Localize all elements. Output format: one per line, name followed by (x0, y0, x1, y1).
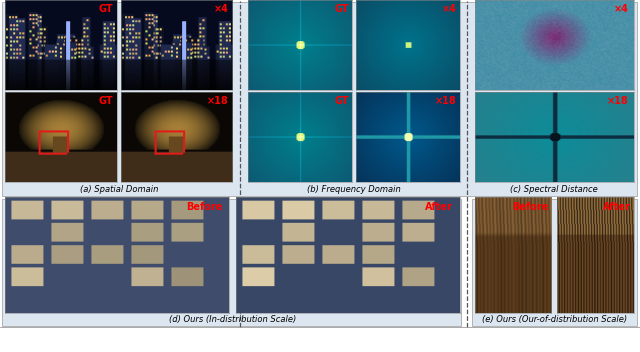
Text: (a) Spatial Domain: (a) Spatial Domain (79, 185, 158, 194)
Bar (472, 199, 637, 326)
Text: Before: Before (186, 202, 223, 212)
Text: (b) Frequency Domain: (b) Frequency Domain (307, 185, 401, 194)
Text: Before: Before (513, 202, 548, 212)
Text: ×4: ×4 (614, 4, 629, 14)
Text: (e) Ours (Our-of-distribution Scale): (e) Ours (Our-of-distribution Scale) (482, 315, 627, 325)
Text: (c) Spectral Distance: (c) Spectral Distance (510, 185, 598, 194)
Bar (2, 199, 461, 326)
Text: ×4: ×4 (214, 4, 229, 14)
Text: GT: GT (334, 4, 349, 14)
Text: GT: GT (334, 96, 349, 106)
Text: After: After (425, 202, 453, 212)
Text: ×18: ×18 (607, 96, 629, 106)
Text: After: After (604, 202, 631, 212)
Text: ×18: ×18 (207, 96, 229, 106)
Text: GT: GT (99, 4, 113, 14)
Bar (2, 2, 637, 196)
Text: ×18: ×18 (435, 96, 456, 106)
Text: ×4: ×4 (442, 4, 456, 14)
Text: (d) Ours (In-distribution Scale): (d) Ours (In-distribution Scale) (169, 315, 296, 325)
Text: GT: GT (99, 96, 113, 106)
